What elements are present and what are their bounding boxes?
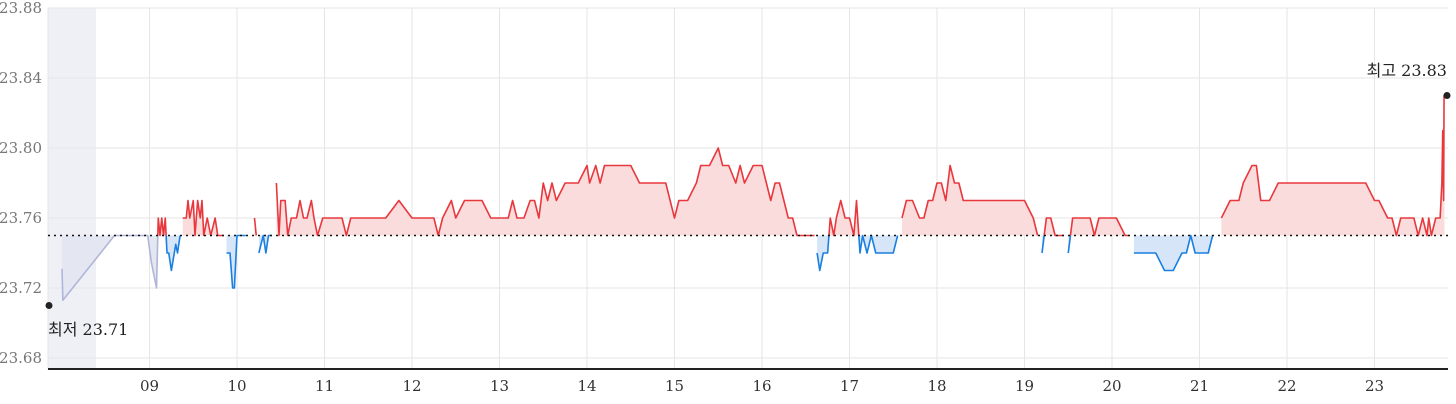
x-tick-label: 12 (402, 377, 421, 395)
area-above-baseline (1044, 218, 1064, 236)
high-price-label: 최고 23.83 (1367, 61, 1447, 80)
x-tick-label: 15 (665, 377, 684, 395)
price-line-up (182, 199, 224, 237)
x-tick-label: 23 (1365, 377, 1384, 395)
price-line-down (226, 234, 246, 289)
price-line-down (858, 234, 899, 254)
y-tick-label: 23.88 (0, 0, 42, 17)
price-line-down (1067, 235, 1072, 254)
y-tick-label: 23.84 (0, 69, 42, 87)
area-below-baseline (858, 235, 898, 253)
price-line-down (165, 235, 181, 272)
price-line-up (157, 217, 167, 237)
x-tick-label: 22 (1277, 377, 1296, 395)
area-below-baseline (62, 235, 158, 301)
area-below-baseline (1133, 235, 1213, 271)
x-tick-label: 18 (927, 377, 946, 395)
price-line-down (61, 234, 159, 302)
y-tick-label: 23.80 (0, 139, 42, 157)
previous-session-band (48, 8, 96, 369)
area-above-baseline (1070, 218, 1130, 236)
price-line-down (1133, 234, 1214, 272)
x-tick-label: 19 (1015, 377, 1034, 395)
price-line-up (1220, 94, 1445, 237)
area-above-baseline (1221, 95, 1445, 236)
x-tick-label: 20 (1102, 377, 1121, 395)
price-line-up (253, 217, 258, 236)
price-line-down (816, 235, 830, 272)
y-tick-label: 23.68 (0, 349, 42, 367)
x-tick-label: 21 (1190, 377, 1209, 395)
x-tick-label: 14 (577, 377, 596, 395)
y-tick-label: 23.72 (0, 279, 42, 297)
x-tick-label: 09 (140, 377, 159, 395)
x-tick-label: 13 (490, 377, 509, 395)
high-point-marker (1443, 92, 1451, 99)
x-tick-label: 17 (840, 377, 859, 395)
x-tick-label: 16 (752, 377, 771, 395)
price-line-up (901, 164, 1039, 236)
price-line-down (1041, 235, 1045, 254)
price-line-up (1043, 217, 1064, 237)
area-below-baseline (258, 235, 272, 253)
price-line-up (828, 199, 860, 237)
price-line-down (258, 234, 272, 254)
y-tick-label: 23.76 (0, 209, 42, 227)
x-tick-label: 10 (227, 377, 246, 395)
area-below-baseline (226, 235, 246, 288)
low-point-marker (45, 302, 53, 309)
area-below-baseline (166, 235, 181, 271)
price-line-up (1069, 217, 1130, 237)
price-line-up (275, 147, 815, 237)
x-tick-label: 11 (315, 377, 334, 395)
low-price-label: 최저 23.71 (48, 320, 128, 339)
